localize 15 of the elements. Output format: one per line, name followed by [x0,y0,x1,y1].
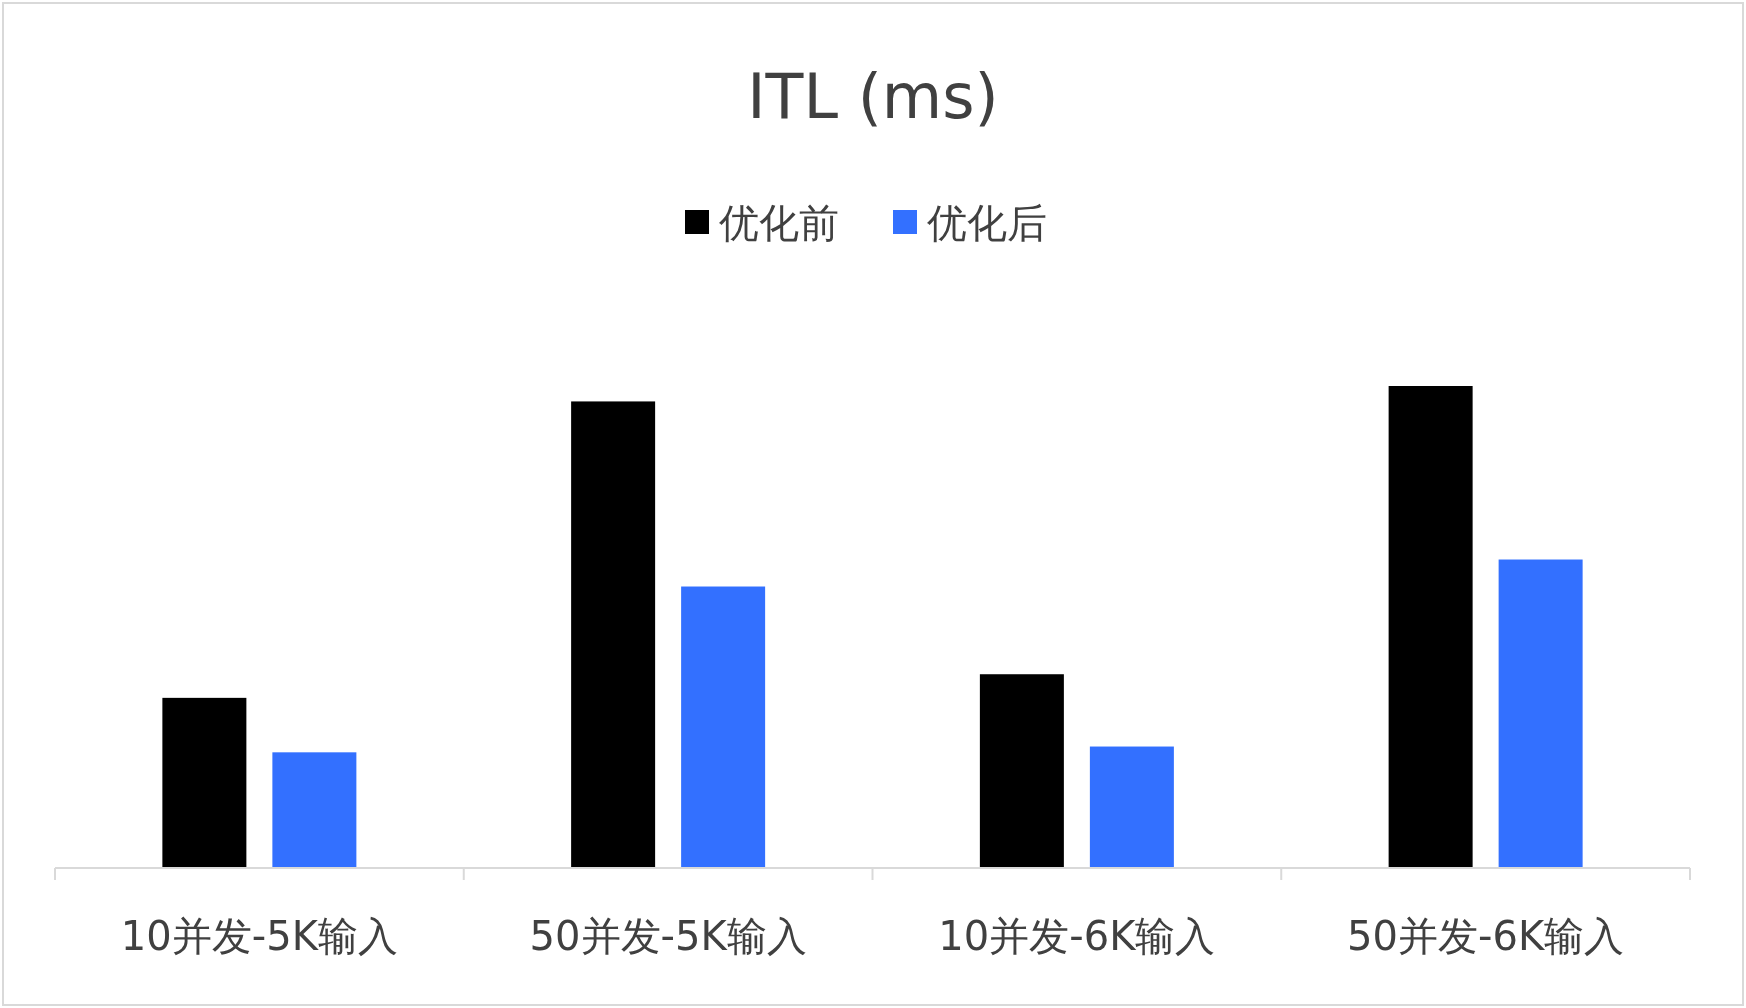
bar [979,674,1064,868]
x-tick-label: 10并发-6K输入 [938,913,1216,959]
bar [1388,386,1473,868]
x-tick-label: 50并发-5K输入 [529,913,807,959]
bar [681,586,766,868]
legend-label: 优化前 [719,200,839,246]
bar [1089,746,1174,868]
bar [162,697,247,868]
bar [272,752,357,868]
bar [571,401,656,868]
x-tick-label: 50并发-6K输入 [1347,913,1625,959]
legend-label: 优化后 [927,200,1047,246]
bar [1498,559,1583,868]
x-tick-label: 10并发-5K输入 [120,913,398,959]
chart-title: ITL (ms) [747,60,999,133]
